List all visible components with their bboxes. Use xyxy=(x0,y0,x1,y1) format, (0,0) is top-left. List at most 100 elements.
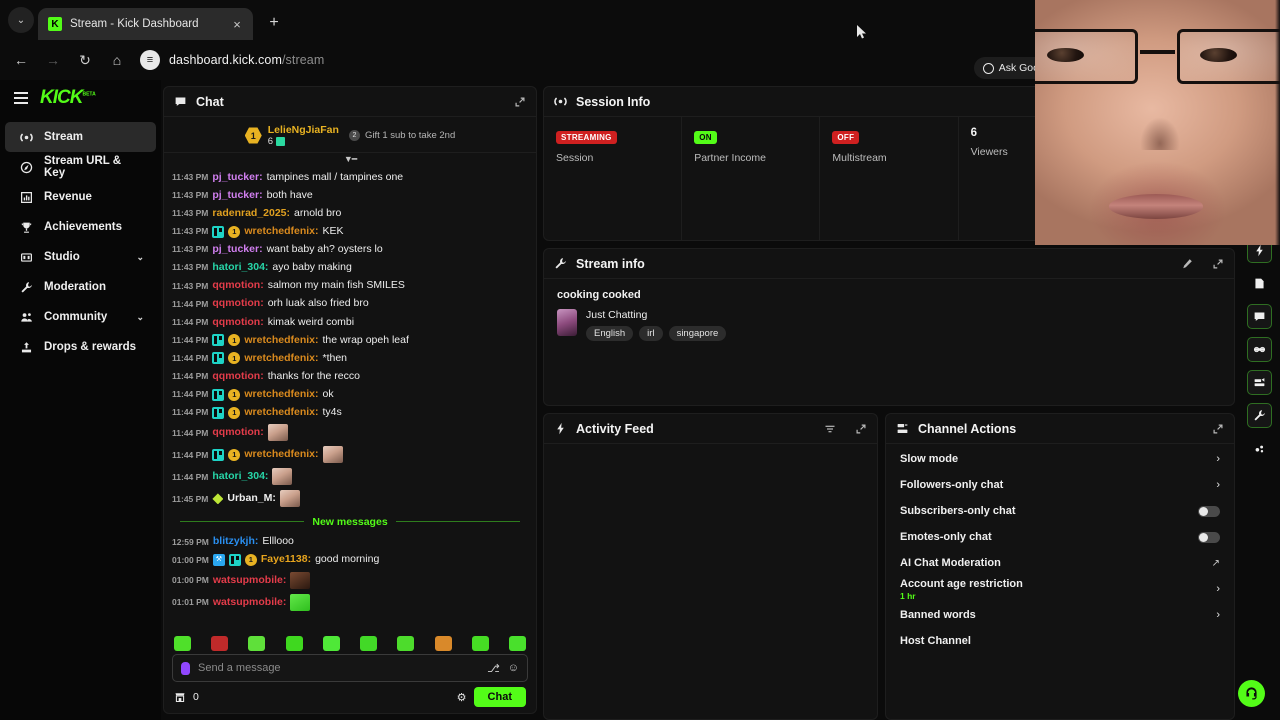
quick-emote[interactable] xyxy=(248,636,266,651)
rail-button-clips[interactable] xyxy=(1247,337,1272,362)
sidebar-item-revenue[interactable]: Revenue xyxy=(5,182,156,212)
gift-sub-banner[interactable]: 1 LelieNgJiaFan 6 2 Gift 1 sub to take 2… xyxy=(164,117,536,154)
stream-tag[interactable]: English xyxy=(586,326,634,341)
emote-quick-bar[interactable] xyxy=(164,632,536,654)
sidebar-item-drops-rewards[interactable]: Drops & rewards xyxy=(5,332,156,362)
message-username[interactable]: wretchedfenix: xyxy=(244,406,319,419)
quick-emote[interactable] xyxy=(508,636,526,651)
channel-action-row[interactable]: Slow mode › xyxy=(886,446,1234,472)
expand-icon[interactable] xyxy=(1212,258,1224,270)
message-username[interactable]: qqmotion: xyxy=(212,279,264,292)
message-username[interactable]: wretchedfenix: xyxy=(244,333,319,346)
chat-message[interactable]: 11:44 PM 1 wretchedfenix: xyxy=(172,444,528,466)
channel-action-row[interactable]: Banned words › xyxy=(886,602,1234,628)
chat-message[interactable]: 11:44 PM qqmotion: kimak weird combi xyxy=(172,313,528,331)
site-settings-icon[interactable]: ≡ xyxy=(140,50,160,70)
chevron-right-icon[interactable]: › xyxy=(1216,609,1220,621)
rail-button-wrench[interactable] xyxy=(1247,403,1272,428)
chat-message[interactable]: 01:01 PM watsupmobile: xyxy=(172,591,528,613)
rail-button-chat[interactable] xyxy=(1247,304,1272,329)
chat-message[interactable]: 11:45 PM Urban_M: xyxy=(172,488,528,510)
message-username[interactable]: pj_tucker: xyxy=(212,243,263,256)
back-icon[interactable]: ← xyxy=(14,52,28,68)
rail-button-note[interactable] xyxy=(1247,271,1272,296)
message-username[interactable]: watsupmobile: xyxy=(212,595,287,608)
gift-cta[interactable]: 2 Gift 1 sub to take 2nd xyxy=(348,130,455,142)
chat-message[interactable]: 11:44 PM 1 wretchedfenix: ty4s xyxy=(172,404,528,422)
message-username[interactable]: pj_tucker: xyxy=(212,188,263,201)
quick-emote[interactable] xyxy=(174,636,191,651)
address-field[interactable]: ≡ dashboard.kick.com/stream xyxy=(140,46,1268,74)
chat-message[interactable]: 12:59 PM blitzykjh: Elllooo xyxy=(172,533,528,551)
chat-message[interactable]: 11:43 PM 1 wretchedfenix: KEK xyxy=(172,222,528,240)
message-username[interactable]: qqmotion: xyxy=(212,369,264,382)
close-icon[interactable]: × xyxy=(233,16,241,32)
commands-icon[interactable]: ⎇ xyxy=(487,662,500,675)
message-username[interactable]: blitzykjh: xyxy=(212,535,259,548)
message-username[interactable]: wretchedfenix: xyxy=(244,351,319,364)
message-username[interactable]: Urban_M: xyxy=(227,492,276,505)
browser-tab[interactable]: K Stream - Kick Dashboard × xyxy=(38,8,253,40)
channel-action-row[interactable]: Followers-only chat › xyxy=(886,472,1234,498)
sidebar-item-studio[interactable]: Studio ⌄ xyxy=(5,242,156,272)
hamburger-menu-icon[interactable] xyxy=(14,92,28,104)
rail-button-more[interactable] xyxy=(1247,436,1272,461)
send-chat-button[interactable]: Chat xyxy=(473,687,526,707)
message-username[interactable]: wretchedfenix: xyxy=(244,224,319,237)
stream-tag[interactable]: singapore xyxy=(668,326,727,341)
chat-message[interactable]: 11:44 PM 1 wretchedfenix: ok xyxy=(172,386,528,404)
channel-action-row[interactable]: AI Chat Moderation ↗ xyxy=(886,550,1234,576)
chat-message[interactable]: 11:44 PM qqmotion: thanks for the recco xyxy=(172,367,528,385)
chat-message[interactable]: 11:43 PM radenrad_2025: arnold bro xyxy=(172,204,528,222)
message-username[interactable]: Faye1138: xyxy=(260,553,312,566)
message-username[interactable]: radenrad_2025: xyxy=(212,206,291,219)
pencil-icon[interactable] xyxy=(1181,258,1193,270)
quick-emote[interactable] xyxy=(471,636,489,651)
emoji-picker-icon[interactable]: ☺ xyxy=(507,662,519,674)
quick-emote[interactable] xyxy=(285,636,303,651)
chat-message-input[interactable] xyxy=(198,662,480,674)
reload-icon[interactable]: ↻ xyxy=(79,51,91,68)
quick-emote[interactable] xyxy=(434,636,452,651)
chevron-down-icon[interactable]: ⌄ xyxy=(136,311,144,322)
message-username[interactable]: pj_tucker: xyxy=(212,170,263,183)
message-username[interactable]: qqmotion: xyxy=(212,426,264,439)
chat-message[interactable]: 11:44 PM hatori_304: xyxy=(172,466,528,488)
quick-emote[interactable] xyxy=(397,636,415,651)
chat-message[interactable]: 11:43 PM hatori_304: ayo baby making xyxy=(172,259,528,277)
channel-action-row[interactable]: Host Channel xyxy=(886,628,1234,654)
external-link-icon[interactable]: ↗ xyxy=(1211,557,1220,569)
tab-list-chevron-icon[interactable]: ⌄ xyxy=(8,7,34,33)
expand-icon[interactable] xyxy=(514,96,526,108)
chat-message[interactable]: 01:00 PM ⚒ 1 Faye1138: good morning xyxy=(172,551,528,569)
rail-button-stream[interactable] xyxy=(1247,370,1272,395)
toggle-switch[interactable] xyxy=(1198,531,1220,543)
quick-emote[interactable] xyxy=(360,636,378,651)
stream-tag[interactable]: irl xyxy=(639,326,663,341)
message-username[interactable]: hatori_304: xyxy=(212,261,269,274)
chat-input-row[interactable]: ⎇ ☺ xyxy=(172,654,528,682)
home-icon[interactable]: ⌂ xyxy=(112,52,122,68)
message-username[interactable]: hatori_304: xyxy=(212,470,269,483)
chat-message[interactable]: 11:43 PM qqmotion: salmon my main fish SMI… xyxy=(172,277,528,295)
quick-emote[interactable] xyxy=(211,636,229,651)
filter-icon[interactable] xyxy=(824,423,836,435)
shop-icon[interactable] xyxy=(174,691,186,703)
chat-message[interactable]: 11:44 PM qqmotion: orh luak also fried bro xyxy=(172,295,528,313)
sidebar-item-stream-url-key[interactable]: Stream URL & Key xyxy=(5,152,156,182)
chevron-right-icon[interactable]: › xyxy=(1216,479,1220,491)
message-username[interactable]: watsupmobile: xyxy=(212,573,287,586)
message-username[interactable]: wretchedfenix: xyxy=(244,388,319,401)
collapse-handle[interactable]: ▼━ xyxy=(164,153,536,168)
chat-message[interactable]: 11:43 PM pj_tucker: want baby ah? oysters … xyxy=(172,241,528,259)
chat-message[interactable]: 11:44 PM 1 wretchedfenix: *then xyxy=(172,349,528,367)
channel-action-row[interactable]: Account age restriction 1 hr › xyxy=(886,576,1234,602)
channel-action-row[interactable]: Subscribers-only chat xyxy=(886,498,1234,524)
expand-icon[interactable] xyxy=(1212,423,1224,435)
kick-logo[interactable]: KICKBETA xyxy=(40,87,96,109)
mic-icon[interactable] xyxy=(181,661,190,675)
chat-message-list[interactable]: 11:43 PM pj_tucker: tampines mall / tampin… xyxy=(164,168,536,632)
chevron-down-icon[interactable]: ⌄ xyxy=(136,251,144,262)
expand-icon[interactable] xyxy=(855,423,867,435)
new-tab-button[interactable]: + xyxy=(269,14,279,31)
